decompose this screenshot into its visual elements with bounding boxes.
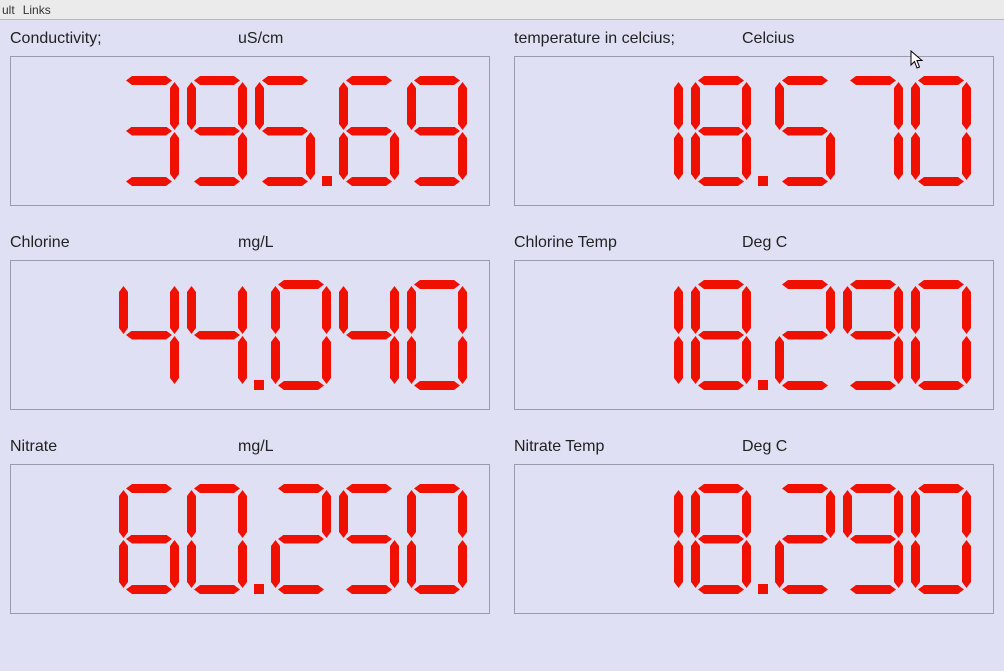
reading-label: temperature in celcius; <box>514 30 742 48</box>
menu-item[interactable]: Links <box>23 0 51 19</box>
reading-temperature: temperature in celcius; Celcius <box>514 30 994 206</box>
menubar: ult Links <box>0 0 1004 20</box>
reading-label: Chlorine <box>10 234 238 252</box>
reading-value <box>115 280 471 390</box>
reading-display <box>514 260 994 410</box>
reading-label: Nitrate <box>10 438 238 456</box>
reading-display <box>10 56 490 206</box>
reading-unit: Deg C <box>742 438 994 456</box>
reading-nitrate-temp: Nitrate Temp Deg C <box>514 438 994 614</box>
reading-display <box>514 464 994 614</box>
reading-nitrate: Nitrate mg/L <box>10 438 490 614</box>
reading-conductivity: Conductivity; uS/cm <box>10 30 490 206</box>
reading-label: Conductivity; <box>10 30 238 48</box>
reading-value <box>619 280 975 390</box>
reading-unit: Celcius <box>742 30 994 48</box>
reading-display <box>10 260 490 410</box>
reading-chlorine: Chlorine mg/L <box>10 234 490 410</box>
reading-chlorine-temp: Chlorine Temp Deg C <box>514 234 994 410</box>
reading-unit: uS/cm <box>238 30 490 48</box>
reading-label: Chlorine Temp <box>514 234 742 252</box>
reading-unit: mg/L <box>238 234 490 252</box>
readings-grid: Conductivity; uS/cm temperature in celci… <box>10 30 994 614</box>
reading-label: Nitrate Temp <box>514 438 742 456</box>
reading-value <box>619 76 975 186</box>
reading-value <box>115 484 471 594</box>
reading-unit: Deg C <box>742 234 994 252</box>
reading-unit: mg/L <box>238 438 490 456</box>
menu-item[interactable]: ult <box>2 0 15 19</box>
reading-value <box>115 76 471 186</box>
reading-value <box>619 484 975 594</box>
reading-display <box>10 464 490 614</box>
reading-display <box>514 56 994 206</box>
